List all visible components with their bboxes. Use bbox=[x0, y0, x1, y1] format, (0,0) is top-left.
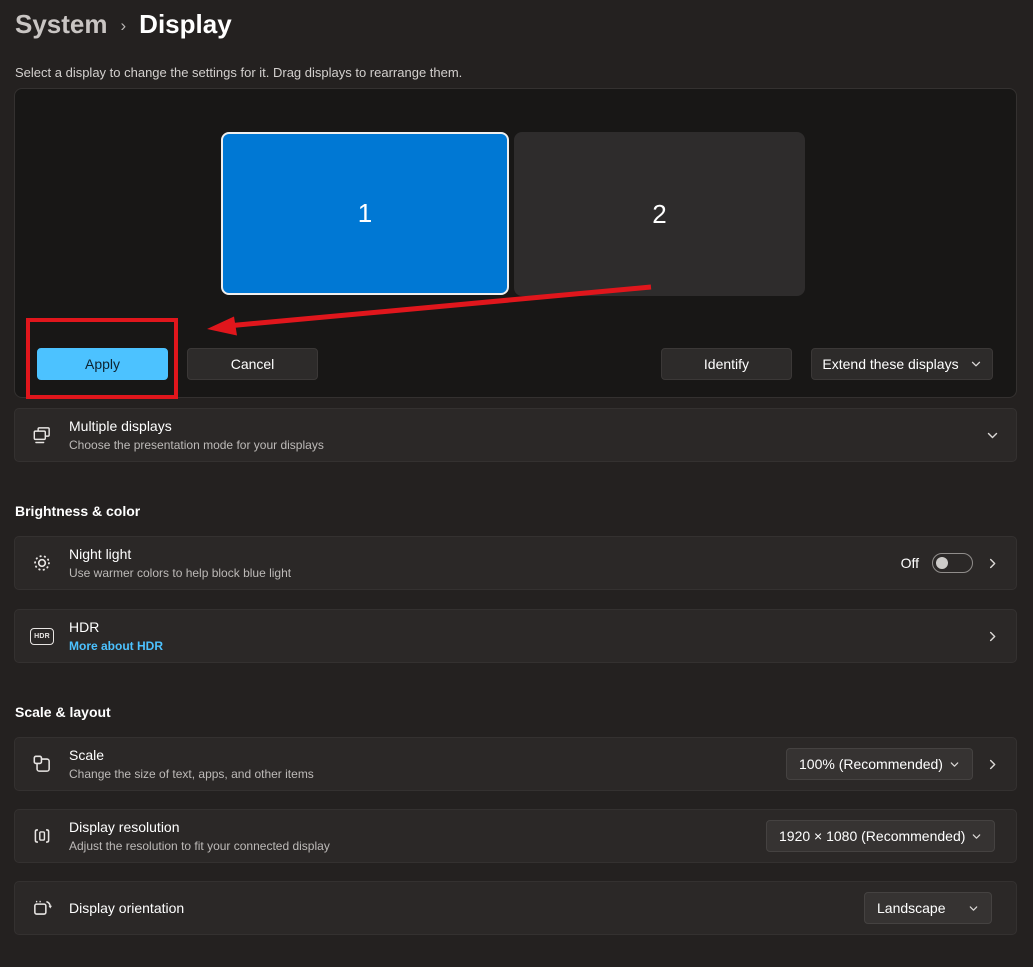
toggle-knob bbox=[936, 557, 948, 569]
breadcrumb-separator-icon: › bbox=[120, 16, 127, 35]
bracket-rectangle-icon bbox=[30, 825, 54, 847]
scale-dropdown[interactable]: 100% (Recommended) bbox=[786, 748, 973, 780]
hdr-badge-icon: HDR bbox=[30, 625, 54, 647]
scale-title: Scale bbox=[69, 747, 105, 763]
page-title: Display bbox=[139, 9, 232, 39]
resize-square-icon bbox=[30, 753, 54, 775]
scale-row[interactable]: Scale Change the size of text, apps, and… bbox=[14, 737, 1017, 791]
sun-icon bbox=[30, 552, 54, 574]
night-light-row[interactable]: Night light Use warmer colors to help bl… bbox=[14, 536, 1017, 590]
identify-button[interactable]: Identify bbox=[661, 348, 792, 380]
display-arrangement-panel: 1 2 Apply Cancel Identify Extend these d… bbox=[14, 88, 1017, 399]
chevron-right-icon bbox=[989, 631, 996, 641]
night-light-toggle[interactable] bbox=[932, 553, 973, 573]
section-scale-layout: Scale & layout bbox=[15, 704, 111, 720]
scale-description: Change the size of text, apps, and other… bbox=[69, 767, 314, 781]
hdr-title: HDR bbox=[69, 619, 100, 635]
cancel-button[interactable]: Cancel bbox=[187, 348, 318, 380]
breadcrumb-system-link[interactable]: System bbox=[15, 9, 108, 39]
monitor-2[interactable]: 2 bbox=[514, 132, 805, 296]
night-light-toggle-state: Off bbox=[900, 555, 919, 571]
chevron-right-icon bbox=[989, 759, 996, 769]
scale-dropdown-value: 100% (Recommended) bbox=[799, 756, 943, 772]
display-orientation-title: Display orientation bbox=[69, 899, 185, 916]
display-mode-dropdown[interactable]: Extend these displays bbox=[811, 348, 993, 380]
breadcrumb: System › Display bbox=[15, 9, 232, 40]
multiple-displays-row[interactable]: Multiple displays Choose the presentatio… bbox=[14, 408, 1017, 462]
section-brightness-color: Brightness & color bbox=[15, 503, 141, 519]
dual-monitor-icon bbox=[30, 424, 54, 446]
display-orientation-dropdown[interactable]: Landscape bbox=[864, 892, 992, 924]
apply-button[interactable]: Apply bbox=[37, 348, 168, 380]
display-resolution-dropdown-value: 1920 × 1080 (Recommended) bbox=[779, 828, 966, 844]
chevron-down-icon bbox=[971, 361, 980, 367]
chevron-down-icon bbox=[987, 432, 998, 438]
chevron-down-icon bbox=[972, 833, 981, 839]
chevron-right-icon bbox=[989, 558, 996, 568]
display-resolution-dropdown[interactable]: 1920 × 1080 (Recommended) bbox=[766, 820, 995, 852]
display-resolution-title: Display resolution bbox=[69, 819, 180, 835]
page-description: Select a display to change the settings … bbox=[15, 65, 463, 80]
display-mode-dropdown-label: Extend these displays bbox=[822, 356, 959, 372]
multiple-displays-title: Multiple displays bbox=[69, 418, 172, 434]
hdr-more-link[interactable]: More about HDR bbox=[69, 639, 163, 653]
monitor-1[interactable]: 1 bbox=[221, 132, 509, 295]
chevron-down-icon bbox=[950, 761, 959, 767]
display-orientation-row[interactable]: Display orientation Landscape bbox=[14, 881, 1017, 935]
night-light-description: Use warmer colors to help block blue lig… bbox=[69, 566, 292, 580]
rotate-monitor-icon bbox=[30, 897, 54, 919]
chevron-down-icon bbox=[969, 905, 978, 911]
multiple-displays-description: Choose the presentation mode for your di… bbox=[69, 438, 324, 452]
hdr-row[interactable]: HDR HDR More about HDR bbox=[14, 609, 1017, 663]
display-orientation-dropdown-value: Landscape bbox=[877, 900, 946, 916]
display-resolution-row[interactable]: Display resolution Adjust the resolution… bbox=[14, 809, 1017, 863]
display-resolution-description: Adjust the resolution to fit your connec… bbox=[69, 839, 330, 853]
night-light-title: Night light bbox=[69, 546, 132, 562]
